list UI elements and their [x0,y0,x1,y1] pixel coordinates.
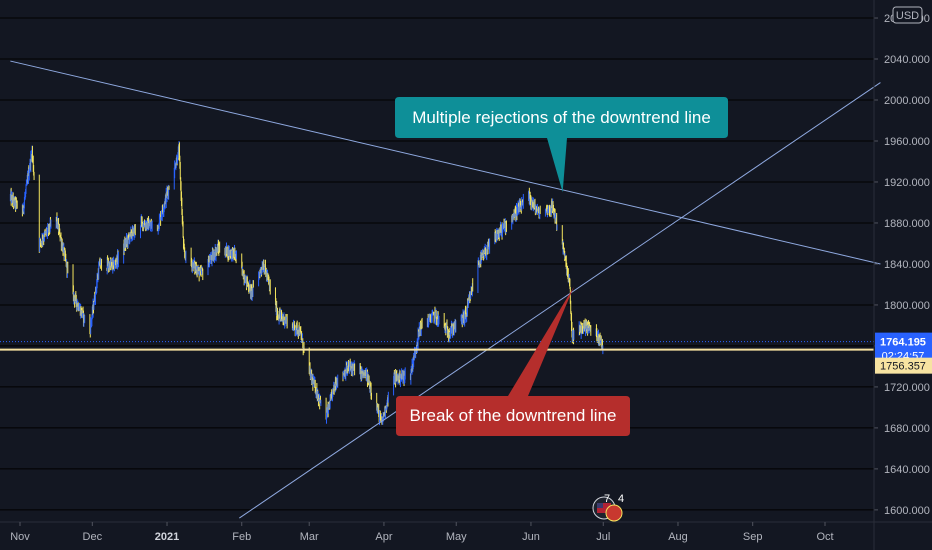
earnings-icon [605,504,623,522]
x-tick-label: Mar [300,531,319,543]
y-tick-label: 1800.000 [884,300,930,312]
x-tick-label: Aug [668,531,688,543]
y-tick-label: 1920.000 [884,177,930,189]
level-label: 1756.357 [880,361,926,373]
grid-lines [0,17,874,511]
x-tick-label: Dec [83,531,103,543]
y-tick-label: 2000.000 [884,95,930,107]
price-axis[interactable]: 1600.0001640.0001680.0001720.0001760.000… [873,0,932,550]
x-tick-label: Sep [743,531,763,543]
x-tick-label: Apr [375,531,392,543]
event-count-4: 4 [618,493,624,505]
trendlines [0,60,881,519]
event-count-7: 7 [604,493,610,505]
trendline-downtrend-line [10,60,881,265]
x-tick-label: 2021 [155,531,179,543]
y-tick-label: 1680.000 [884,423,930,435]
x-tick-label: Oct [816,531,833,543]
x-tick-label: Nov [10,531,30,543]
y-tick-label: 1960.000 [884,136,930,148]
y-tick-label: 1600.000 [884,505,930,517]
callout-break [396,286,630,436]
candles [9,140,604,426]
callout-rejections-text: Multiple rejections of the downtrend lin… [412,108,711,127]
x-tick-label: May [446,531,467,543]
x-tick-label: Jul [596,531,610,543]
annotations: Multiple rejections of the downtrend lin… [395,97,728,436]
y-tick-label: 2040.000 [884,54,930,66]
level-tag [875,357,932,374]
trendline-uptrend-line [239,82,881,519]
currency-badge [892,6,923,24]
x-tick-label: Feb [232,531,251,543]
currency-label: USD [896,10,919,22]
x-tick-label: Jun [522,531,540,543]
time-axis[interactable]: Nov Dec 2021 Feb Mar Apr May Jun Jul Aug Sep Oct [0,521,932,543]
flag-icon [597,503,611,513]
y-tick-label: 1640.000 [884,464,930,476]
flag-canton-icon [597,503,603,508]
callout-break-text: Break of the downtrend line [410,406,617,425]
y-tick-label: 1880.000 [884,218,930,230]
current-price-label: 1764.195 [880,337,926,349]
y-tick-label: 1840.000 [884,259,930,271]
callout-rejections [395,97,728,193]
y-tick-label: 1720.000 [884,382,930,394]
